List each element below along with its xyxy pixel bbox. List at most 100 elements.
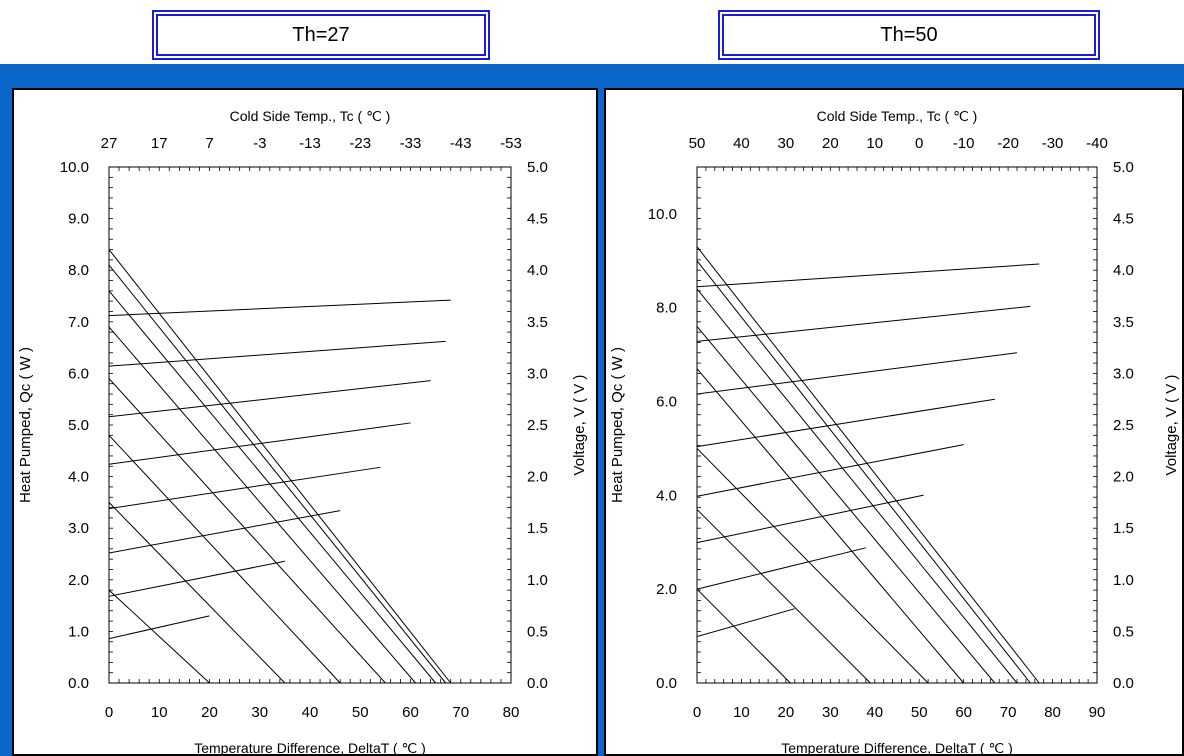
top-tick-label: -53 bbox=[500, 135, 522, 152]
top-tick-label: 7 bbox=[205, 135, 213, 152]
voltage-line bbox=[696, 263, 1040, 288]
voltage-line bbox=[696, 398, 995, 448]
x-tick-label: 0 bbox=[105, 704, 113, 721]
plot-frame bbox=[696, 166, 1098, 684]
y2-tick-label: 4.0 bbox=[527, 262, 548, 279]
x-tick-label: 10 bbox=[151, 704, 168, 721]
x-tick-label: 90 bbox=[1089, 704, 1106, 721]
top-tick-label: 27 bbox=[101, 135, 118, 152]
chart-panel-th27: 0 10 20 30 40 50 60 70 80 27 17 7 -3 -13 -23 -33 -43 -53 0… bbox=[12, 88, 598, 756]
y2-tick-label: 2.5 bbox=[1113, 417, 1134, 434]
top-tick-label: 30 bbox=[778, 135, 795, 152]
y2-tick-label: 3.0 bbox=[527, 365, 548, 382]
qc-line bbox=[108, 502, 286, 684]
top-tick-label: -23 bbox=[349, 135, 371, 152]
y-tick-label: 10.0 bbox=[60, 159, 89, 176]
y-tick-label: 8.0 bbox=[68, 262, 89, 279]
y2-tick-label: 0.0 bbox=[527, 675, 548, 692]
y-tick-label: 0.0 bbox=[68, 675, 89, 692]
qc-line bbox=[696, 448, 929, 684]
y2-tick-label: 4.5 bbox=[1113, 211, 1134, 228]
y-tick-label: 8.0 bbox=[656, 300, 677, 317]
y2-tick-label: 1.0 bbox=[527, 572, 548, 589]
qc-line bbox=[696, 260, 1031, 684]
chart-th27: 0 10 20 30 40 50 60 70 80 27 17 7 -3 -13 -23 -33 -43 -53 0… bbox=[17, 108, 588, 754]
top-tick-label: -33 bbox=[400, 135, 422, 152]
y-tick-label: 0.0 bbox=[656, 675, 677, 692]
y-axis-title: Heat Pumped, Qc ( W ) bbox=[17, 347, 34, 503]
x-tick-label: 20 bbox=[778, 704, 795, 721]
y-tick-label: 5.0 bbox=[68, 417, 89, 434]
y-tick-label: 3.0 bbox=[68, 520, 89, 537]
x-tick-label: 10 bbox=[733, 704, 750, 721]
y2-tick-label: 0.5 bbox=[527, 623, 548, 640]
top-tick-label: 17 bbox=[151, 135, 168, 152]
voltage-line bbox=[696, 547, 867, 590]
qc-line bbox=[108, 589, 210, 684]
x-tick-label: 60 bbox=[402, 704, 419, 721]
voltage-line bbox=[696, 305, 1031, 342]
qc-line bbox=[696, 368, 965, 684]
voltage-line bbox=[696, 352, 1018, 395]
qc-line bbox=[696, 326, 996, 684]
voltage-line bbox=[108, 380, 431, 418]
x-tick-label: 40 bbox=[866, 704, 883, 721]
y-tick-label: 2.0 bbox=[68, 572, 89, 589]
voltage-line bbox=[696, 444, 964, 497]
qc-line bbox=[108, 434, 341, 684]
x-tick-label: 60 bbox=[955, 704, 972, 721]
top-tick-label: -43 bbox=[450, 135, 472, 152]
y2-tick-label: 2.0 bbox=[527, 469, 548, 486]
voltage-line bbox=[108, 422, 411, 465]
voltage-line bbox=[108, 299, 451, 317]
top-tick-label: -3 bbox=[253, 135, 266, 152]
y2-tick-label: 0.5 bbox=[1113, 623, 1134, 640]
y2-tick-label: 1.5 bbox=[1113, 520, 1134, 537]
x-tick-label: 70 bbox=[1000, 704, 1017, 721]
qc-line bbox=[696, 509, 871, 684]
top-tick-label: -13 bbox=[299, 135, 321, 152]
y-tick-label: 1.0 bbox=[68, 623, 89, 640]
x-tick-label: 30 bbox=[822, 704, 839, 721]
y-tick-label: 7.0 bbox=[68, 314, 89, 331]
top-tick-label: 50 bbox=[689, 135, 706, 152]
voltage-line bbox=[108, 340, 446, 367]
y2-tick-label: 1.0 bbox=[1113, 572, 1134, 589]
top-tick-label: 0 bbox=[915, 135, 923, 152]
qc-line bbox=[108, 378, 386, 684]
y2-tick-label: 4.5 bbox=[527, 211, 548, 228]
top-tick-label: 20 bbox=[822, 135, 839, 152]
qc-line bbox=[108, 326, 416, 684]
y2-tick-label: 2.5 bbox=[527, 417, 548, 434]
x-tick-label: 80 bbox=[503, 704, 520, 721]
y-tick-label: 6.0 bbox=[68, 365, 89, 382]
top-axis-title: Cold Side Temp., Tc ( ℃ ) bbox=[230, 108, 391, 124]
y-tick-label: 6.0 bbox=[656, 394, 677, 411]
x-tick-label: 40 bbox=[302, 704, 319, 721]
y-tick-label: 9.0 bbox=[68, 211, 89, 228]
voltage-line bbox=[108, 466, 381, 510]
y2-tick-label: 2.0 bbox=[1113, 469, 1134, 486]
top-tick-label: -20 bbox=[997, 135, 1019, 152]
y2-tick-label: 3.5 bbox=[1113, 314, 1134, 331]
top-tick-label: -30 bbox=[1042, 135, 1064, 152]
y-axis-title: Heat Pumped, Qc ( W ) bbox=[609, 347, 626, 503]
qc-line bbox=[696, 246, 1040, 684]
qc-line bbox=[108, 290, 437, 684]
x-axis-title: Temperature Difference, DeltaT ( ℃ ) bbox=[194, 740, 426, 754]
qc-line bbox=[696, 588, 791, 684]
voltage-line bbox=[696, 608, 795, 638]
qc-line bbox=[108, 264, 447, 684]
y2-tick-label: 0.0 bbox=[1113, 675, 1134, 692]
qc-line bbox=[108, 249, 452, 684]
y-tick-label: 4.0 bbox=[656, 487, 677, 504]
y2-tick-label: 3.0 bbox=[1113, 365, 1134, 382]
x-axis-title: Temperature Difference, DeltaT ( ℃ ) bbox=[781, 740, 1013, 754]
y2-tick-label: 4.0 bbox=[1113, 262, 1134, 279]
top-tick-label: -40 bbox=[1086, 135, 1108, 152]
y2-tick-label: 5.0 bbox=[527, 159, 548, 176]
chart-th50: 0 10 20 30 40 50 60 70 80 90 50 40 30 20 10 0 -10 -20 -30 -… bbox=[609, 108, 1180, 754]
y2-axis-title: Voltage, V ( V ) bbox=[571, 375, 588, 476]
voltage-line bbox=[108, 560, 285, 597]
voltage-line bbox=[108, 615, 210, 640]
